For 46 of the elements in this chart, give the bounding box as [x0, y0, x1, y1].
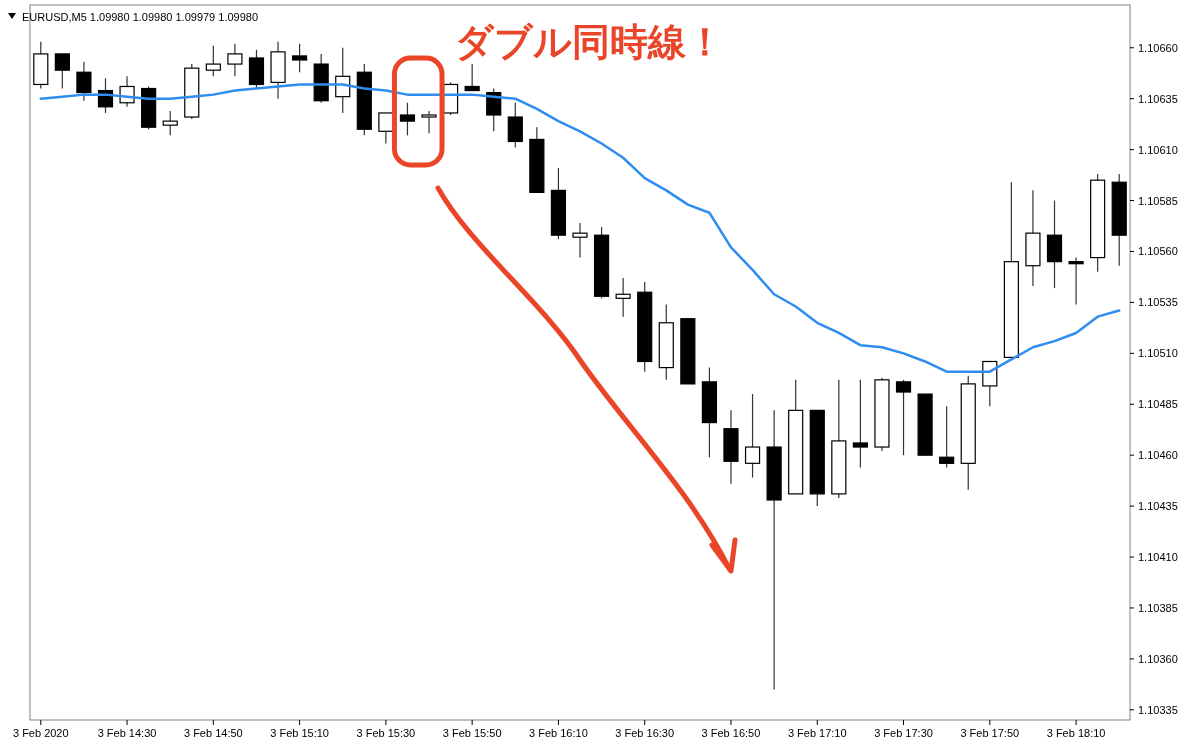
- y-tick-label: 1.10335: [1138, 703, 1178, 716]
- candlestick: [464, 63, 480, 92]
- x-tick-label: 3 Feb 14:50: [183, 727, 243, 739]
- candlestick: [205, 45, 221, 77]
- y-tick-label: 1.10535: [1138, 296, 1178, 309]
- y-tick-label: 1.10610: [1138, 143, 1178, 156]
- candlestick: [76, 61, 92, 102]
- candlestick: [292, 43, 308, 73]
- x-tick-label: 3 Feb 14:30: [97, 727, 157, 739]
- candlestick: [421, 110, 437, 134]
- x-tick-label: 3 Feb 17:30: [874, 727, 933, 739]
- annotation: ダブル同時線！: [455, 21, 724, 63]
- y-tick-label: 1.10435: [1138, 500, 1178, 513]
- x-tick-label: 3 Feb 16:10: [529, 727, 588, 739]
- candlestick: [572, 222, 588, 259]
- candlestick: [378, 112, 394, 145]
- y-tick-label: 1.10410: [1138, 551, 1178, 564]
- y-tick-label: 1.10485: [1138, 398, 1178, 411]
- x-tick-label: 3 Feb 15:30: [356, 727, 416, 739]
- y-tick-label: 1.10635: [1138, 92, 1178, 105]
- candlestick: [54, 53, 70, 90]
- y-tick-label: 1.10585: [1138, 194, 1178, 207]
- y-tick-label: 1.10460: [1138, 449, 1178, 462]
- x-tick-label: 3 Feb 18:10: [1046, 727, 1106, 739]
- y-tick-label: 1.10510: [1138, 347, 1178, 360]
- candlestick: [227, 43, 243, 77]
- candlestick: [162, 110, 178, 136]
- candlestick: [1068, 256, 1084, 306]
- text: EURUSD,M5 1.09980 1.09980 1.09979 1.09980: [22, 11, 259, 23]
- x-tick-label: 3 Feb 17:10: [787, 727, 847, 739]
- y-tick-label: 1.10560: [1138, 245, 1178, 258]
- candlestick: [852, 379, 868, 469]
- y-tick-label: 1.10660: [1138, 41, 1178, 54]
- candlestick: [939, 405, 955, 469]
- x-tick-label: 3 Feb 15:50: [442, 727, 502, 739]
- candlestick: [744, 393, 761, 479]
- x-tick-label: 3 Feb 16:30: [615, 727, 675, 739]
- x-tick-label: 3 Feb 15:10: [270, 727, 329, 739]
- candlestick: [895, 379, 912, 456]
- candlestick: [615, 277, 631, 318]
- candlestick: [399, 102, 416, 136]
- y-tick-label: 1.10360: [1138, 652, 1178, 665]
- x-tick-label: 3 Feb 2020: [12, 727, 69, 739]
- x-tick-label: 3 Feb 17:50: [960, 727, 1020, 739]
- x-tick-label: 3 Feb 16:50: [701, 727, 761, 739]
- y-tick-label: 1.10385: [1138, 601, 1178, 614]
